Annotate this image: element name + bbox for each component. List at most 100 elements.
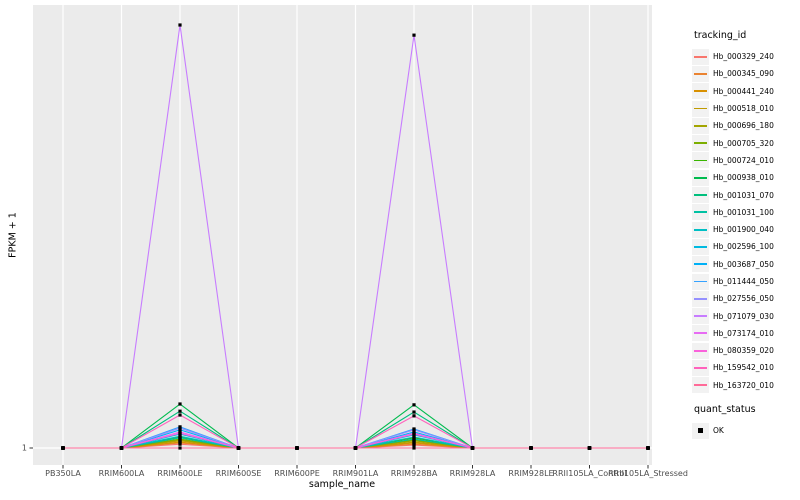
x-tick-label: RRIM600LE [157,469,203,478]
data-point[interactable] [412,437,416,441]
legend-key-box [692,221,709,238]
legend-item-Hb_000696_180[interactable]: Hb_000696_180 [692,117,798,134]
legend-label: Hb_000329_240 [713,52,774,62]
data-point[interactable] [412,435,416,439]
legend-line-swatch [694,159,707,162]
data-point[interactable] [587,446,592,450]
legend-label: Hb_000441_240 [713,86,774,96]
legend-item-Hb_002596_100[interactable]: Hb_002596_100 [692,238,798,255]
legend-item-Hb_080359_020[interactable]: Hb_080359_020 [692,342,798,359]
data-point[interactable] [178,431,182,435]
data-point[interactable] [178,23,182,27]
legend-label: Hb_159542_010 [713,363,774,373]
legend-item-Hb_003687_050[interactable]: Hb_003687_050 [692,256,798,273]
legend-key-box [692,187,709,204]
legend-item-Hb_000724_010[interactable]: Hb_000724_010 [692,152,798,169]
data-point[interactable] [178,413,182,417]
legend-item-Hb_000938_010[interactable]: Hb_000938_010 [692,169,798,186]
legend-line-swatch [694,315,707,317]
legend-item-Hb_000345_090[interactable]: Hb_000345_090 [692,65,798,82]
data-point[interactable] [412,33,416,37]
data-point[interactable] [178,426,182,430]
data-point[interactable] [178,436,182,440]
x-tick-label: RRII105LA_Stressed [608,469,688,478]
data-point[interactable] [295,446,299,450]
legend-item-Hb_001900_040[interactable]: Hb_001900_040 [692,221,798,238]
data-point[interactable] [412,428,416,432]
legend-key-box [692,169,709,186]
legend-label: Hb_071079_030 [713,311,774,321]
legend-item-Hb_073174_010[interactable]: Hb_073174_010 [692,325,798,342]
legend-line-swatch [694,367,707,369]
data-point[interactable] [61,446,65,450]
legend-key-box [692,65,709,82]
x-tick-label: RRIM901LA [332,469,379,478]
legend-item-Hb_159542_010[interactable]: Hb_159542_010 [692,359,798,376]
legend-key-box [692,290,709,307]
legend-key-box [692,152,709,169]
legend-line-swatch [694,194,707,196]
x-tick-label: RRIM600LA [98,469,145,478]
plot-panel [33,5,652,465]
legend-label: Hb_163720_010 [713,380,774,390]
data-point[interactable] [529,446,533,450]
legend-label: Hb_002596_100 [713,242,774,252]
data-point[interactable] [178,402,182,406]
legend-item-Hb_000441_240[interactable]: Hb_000441_240 [692,83,798,100]
legend-key-box [692,135,709,152]
legend-line-swatch [694,246,707,248]
legend-title-tracking-id: tracking_id [694,30,747,41]
data-point[interactable] [412,446,416,450]
legend-line-swatch [694,107,707,110]
legend-item-Hb_163720_010[interactable]: Hb_163720_010 [692,377,798,394]
data-point[interactable] [236,446,241,450]
legend-key-box [692,342,709,359]
x-tick-label: RRIM928LE [508,469,554,478]
legend-label: Hb_000345_090 [713,69,774,79]
data-point[interactable] [412,410,416,414]
data-point[interactable] [178,434,182,438]
legend-item-Hb_027556_050[interactable]: Hb_027556_050 [692,290,798,307]
data-point[interactable] [646,446,650,450]
legend-item-Hb_011444_050[interactable]: Hb_011444_050 [692,273,798,290]
legend-item-Hb_000705_320[interactable]: Hb_000705_320 [692,134,798,152]
data-point[interactable] [412,432,416,436]
data-point[interactable] [178,428,182,432]
data-point[interactable] [119,446,124,450]
legend-line-swatch [694,263,707,266]
x-tick-label: RRII105LA_Control [552,469,627,478]
data-point[interactable] [178,446,182,450]
legend-label: Hb_080359_020 [713,346,774,356]
legend-item-ok[interactable]: OK [692,422,798,439]
legend-line-swatch [694,55,707,58]
legend-key-box [692,377,709,394]
legend-item-Hb_000329_240[interactable]: Hb_000329_240 [692,48,798,65]
x-tick-label: RRIM600SE [215,469,262,478]
legend-label-ok: OK [713,426,724,436]
data-point[interactable] [178,409,182,413]
legend-item-Hb_001031_100[interactable]: Hb_001031_100 [692,204,798,221]
legend-line-swatch [694,124,707,127]
legend-key-box [692,359,709,376]
legend-key-box [692,83,709,100]
legend-item-Hb_000518_010[interactable]: Hb_000518_010 [692,100,798,117]
legend-item-Hb_071079_030[interactable]: Hb_071079_030 [692,307,798,325]
data-point[interactable] [470,446,475,450]
data-point[interactable] [412,414,416,418]
y-tick-label: 1 [21,443,27,453]
x-tick-label: RRIM928BA [390,469,438,478]
legend-label: Hb_000518_010 [713,104,774,114]
legend-key-box [692,48,709,65]
x-axis-title: sample_name [308,479,376,490]
x-tick-label: RRIM600PE [274,469,320,478]
legend-key-box [692,273,709,290]
legend-item-Hb_001031_070[interactable]: Hb_001031_070 [692,186,798,204]
data-point[interactable] [412,403,416,407]
black-square-marker-icon [698,428,703,433]
x-tick-label: PB350LA [45,469,81,478]
legend-line-swatch [694,228,707,231]
data-point[interactable] [353,446,358,450]
legend-line-swatch [694,142,707,145]
